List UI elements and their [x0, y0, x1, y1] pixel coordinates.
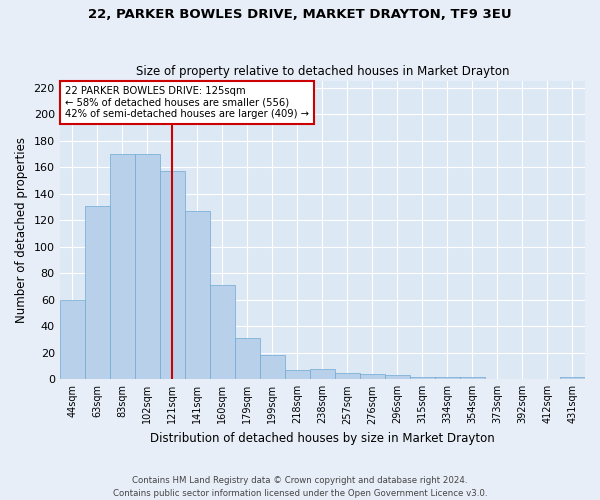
- Text: 22, PARKER BOWLES DRIVE, MARKET DRAYTON, TF9 3EU: 22, PARKER BOWLES DRIVE, MARKET DRAYTON,…: [88, 8, 512, 20]
- Bar: [59, 300, 85, 380]
- Bar: [285, 370, 310, 380]
- Bar: [410, 376, 435, 380]
- Y-axis label: Number of detached properties: Number of detached properties: [15, 137, 28, 323]
- Bar: [260, 356, 285, 380]
- Bar: [385, 376, 410, 380]
- Title: Size of property relative to detached houses in Market Drayton: Size of property relative to detached ho…: [136, 66, 509, 78]
- Bar: [235, 338, 260, 380]
- Bar: [135, 154, 160, 380]
- Bar: [185, 211, 210, 380]
- Bar: [160, 171, 185, 380]
- Bar: [110, 154, 135, 380]
- Bar: [310, 368, 335, 380]
- Bar: [85, 206, 110, 380]
- Text: Contains HM Land Registry data © Crown copyright and database right 2024.
Contai: Contains HM Land Registry data © Crown c…: [113, 476, 487, 498]
- Bar: [360, 374, 385, 380]
- Bar: [560, 376, 585, 380]
- Bar: [335, 372, 360, 380]
- X-axis label: Distribution of detached houses by size in Market Drayton: Distribution of detached houses by size …: [150, 432, 495, 445]
- Text: 22 PARKER BOWLES DRIVE: 125sqm
← 58% of detached houses are smaller (556)
42% of: 22 PARKER BOWLES DRIVE: 125sqm ← 58% of …: [65, 86, 309, 118]
- Bar: [210, 285, 235, 380]
- Bar: [460, 376, 485, 380]
- Bar: [435, 376, 460, 380]
